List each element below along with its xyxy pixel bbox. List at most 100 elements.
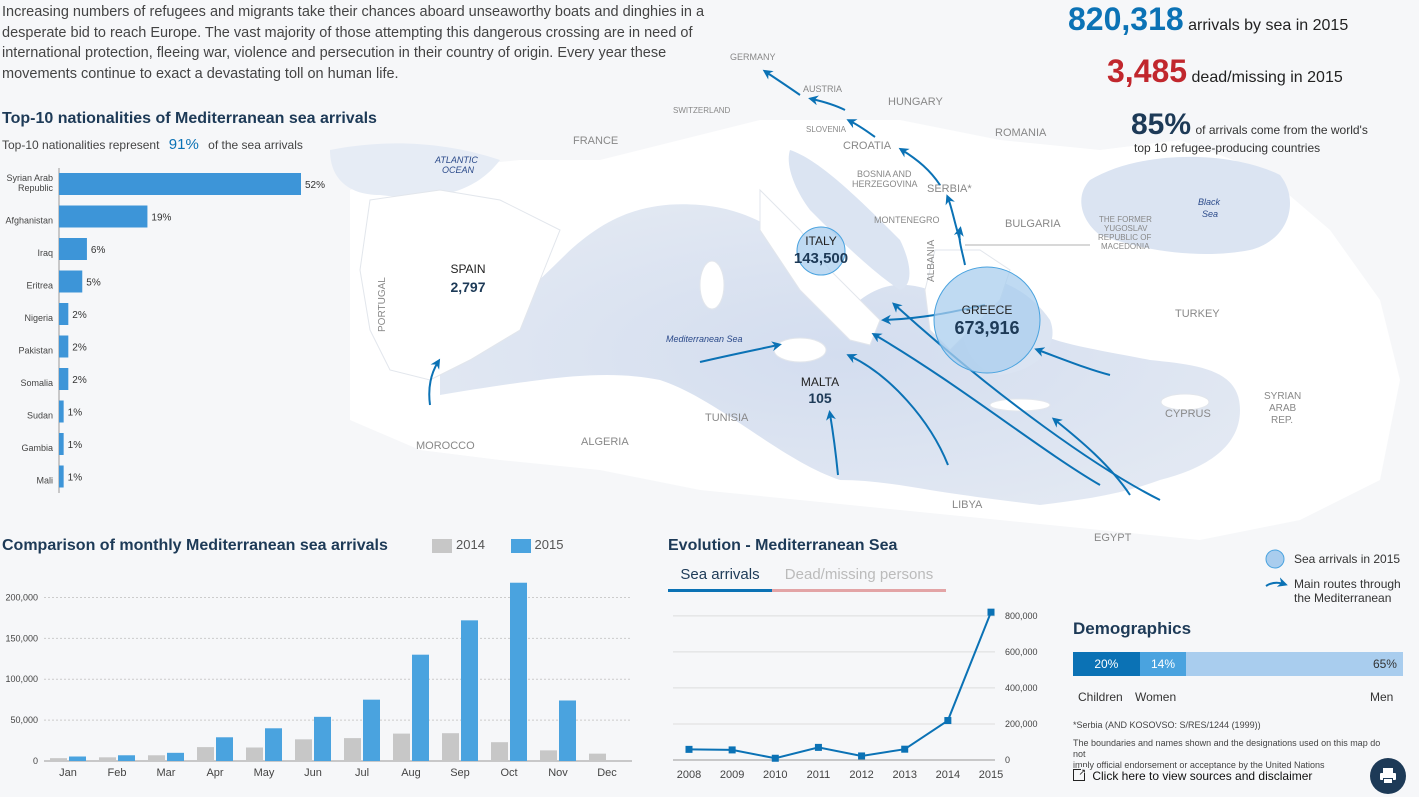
nat-bar-label: 2% [72, 310, 87, 321]
demographics-title: Demographics [1073, 619, 1192, 638]
month-bar-2014 [491, 742, 508, 761]
sardinia [699, 260, 725, 310]
legend-2014-swatch [432, 538, 452, 553]
legend-2015-label: 2015 [534, 537, 564, 552]
evo-xtick: 2008 [677, 769, 701, 781]
nat-category-label: Sudan [27, 411, 53, 421]
nat-bar [59, 465, 64, 488]
evo-xtick: 2012 [849, 769, 873, 781]
month-bar-2015 [69, 756, 86, 761]
evo-point [685, 745, 693, 753]
bubble-labels: SPAIN 2,797 ITALY 143,500 GREECE 673,916… [450, 234, 1019, 406]
stat-arrivals: 820,318 arrivals by sea in 2015 [1068, 2, 1348, 36]
month-xtick: Feb [108, 767, 127, 779]
label-morocco: MOROCCO [416, 440, 475, 452]
italy-value: 143,500 [794, 250, 848, 267]
demo-women-segment: 14% [1139, 652, 1187, 676]
nat-category-label: Somalia [20, 378, 53, 388]
label-libya: LIBYA [952, 499, 983, 511]
mediterranean-sea [440, 204, 1240, 505]
label-atlantic-2: OCEAN [442, 165, 475, 175]
evo-xtick: 2009 [720, 769, 744, 781]
monthly-title: Comparison of monthly Mediterranean sea … [2, 537, 388, 554]
legend-route-label-2: the Mediterranean [1294, 591, 1391, 605]
month-ytick: 0 [33, 756, 38, 766]
month-xtick: Apr [206, 767, 223, 779]
evolution-chart: 0 200,000 400,000 600,000 800,000 2008 2009 201… [673, 608, 1038, 781]
intro-paragraph: Increasing numbers of refugees and migra… [2, 4, 705, 82]
sources-link-label: Click here to view sources and disclaime… [1092, 769, 1313, 783]
legend-bubble-icon [1265, 549, 1285, 569]
label-turkey: TURKEY [1175, 308, 1220, 320]
label-fyrom-4: MACEDONIA [1101, 242, 1150, 251]
month-bar-2015 [265, 728, 282, 761]
italy-name: ITALY [805, 234, 837, 248]
month-xtick: Jul [355, 767, 369, 779]
month-ytick: 150,000 [5, 633, 38, 643]
month-xtick: Oct [500, 767, 517, 779]
nat-bar [59, 173, 301, 195]
crete [989, 398, 1051, 412]
month-xtick: Aug [401, 767, 421, 779]
nationalities-title: Top-10 nationalities of Mediterranean se… [2, 110, 377, 127]
month-bar-2015 [412, 654, 429, 761]
evo-ytick: 600,000 [1005, 647, 1038, 657]
stat-dead-value: 3,485 [1107, 53, 1188, 89]
month-bar-2014 [344, 738, 361, 761]
nat-bar-label: 1% [68, 473, 83, 484]
malta-value: 105 [808, 390, 832, 406]
nat-bar [59, 400, 64, 423]
print-button[interactable] [1370, 758, 1406, 794]
label-black-1: Black [1198, 197, 1221, 207]
label-fyrom-1: THE FORMER [1099, 215, 1152, 224]
nat-bar-label: 1% [68, 408, 83, 419]
label-tunisia: TUNISIA [705, 412, 749, 424]
label-cyprus: CYPRUS [1165, 408, 1211, 420]
demo-women-pct: 14% [1150, 657, 1175, 671]
label-syria-1: SYRIAN [1264, 391, 1301, 402]
legend-2014-label: 2014 [456, 537, 485, 552]
evo-point [858, 752, 866, 760]
evo-ytick: 800,000 [1005, 611, 1038, 621]
label-germany: GERMANY [730, 52, 776, 62]
adriatic-sea [788, 150, 910, 290]
cyprus-island [1160, 393, 1210, 411]
sources-link[interactable]: ↗ Click here to view sources and disclai… [1073, 767, 1313, 783]
nat-category-label: Republic [18, 183, 54, 193]
nat-bar [59, 433, 64, 455]
greece-value: 673,916 [954, 318, 1019, 338]
monthly-legend: 2014 2015 [432, 537, 563, 553]
label-bulgaria: BULGARIA [1005, 218, 1061, 230]
nat-bar-label: 52% [305, 180, 325, 191]
stat-dead: 3,485 dead/missing in 2015 [1107, 54, 1343, 88]
month-bar-2015 [559, 700, 576, 761]
map-country-labels: GERMANY AUSTRIA HUNGARY SWITZERLAND SLOV… [377, 52, 1301, 544]
greece-bubble [933, 266, 1041, 374]
stat-pct-label-2: top 10 refugee-producing countries [1134, 141, 1321, 155]
map-sea-labels: ATLANTIC OCEAN Mediterranean Sea Black S… [434, 155, 1221, 344]
label-serbia: SERBIA* [927, 183, 972, 195]
evolution-title: Evolution - Mediterranean Sea [668, 537, 898, 554]
label-albania: ALBANIA [926, 239, 937, 282]
malta-name: MALTA [801, 375, 839, 389]
footnote-disclaimer-1: The boundaries and names shown and the d… [1073, 738, 1381, 759]
evo-point [901, 745, 909, 753]
month-ytick: 200,000 [5, 592, 38, 602]
greece-name: GREECE [962, 303, 1013, 317]
tab-dead-missing[interactable]: Dead/missing persons [772, 566, 946, 592]
label-montenegro: MONTENEGRO [874, 215, 940, 225]
spain-value: 2,797 [450, 279, 485, 295]
nat-category-label: Iraq [37, 248, 53, 258]
label-croatia: CROATIA [843, 140, 892, 152]
legend-route-label-1: Main routes through [1294, 577, 1401, 591]
evo-point [814, 743, 822, 751]
evo-xtick: 2015 [979, 769, 1003, 781]
month-xtick: Nov [548, 767, 568, 779]
month-bar-2014 [197, 747, 214, 761]
month-bar-2015 [118, 755, 135, 761]
label-france: FRANCE [573, 135, 618, 147]
evo-ytick: 200,000 [1005, 719, 1038, 729]
tab-sea-arrivals[interactable]: Sea arrivals [668, 566, 772, 592]
stat-pct: 85% of arrivals come from the world's [1131, 108, 1368, 142]
